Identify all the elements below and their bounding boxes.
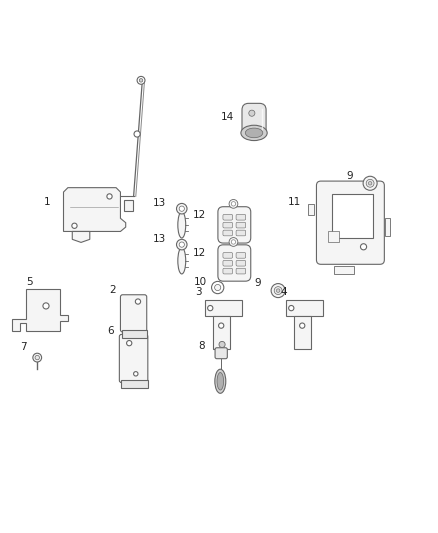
Text: 6: 6	[107, 326, 114, 335]
FancyBboxPatch shape	[316, 181, 385, 264]
Circle shape	[35, 356, 39, 360]
Text: 4: 4	[280, 287, 287, 297]
FancyBboxPatch shape	[218, 207, 251, 243]
Circle shape	[271, 284, 285, 297]
Circle shape	[366, 179, 374, 187]
Circle shape	[219, 342, 225, 348]
Text: 13: 13	[153, 198, 166, 208]
Circle shape	[127, 341, 132, 346]
Circle shape	[360, 244, 367, 250]
Ellipse shape	[245, 128, 263, 138]
Bar	[308, 204, 314, 215]
FancyBboxPatch shape	[215, 348, 227, 359]
Bar	[334, 265, 354, 273]
Text: 10: 10	[194, 277, 207, 287]
Circle shape	[231, 201, 236, 206]
FancyBboxPatch shape	[223, 230, 233, 236]
Circle shape	[249, 110, 255, 116]
FancyBboxPatch shape	[218, 245, 251, 281]
Text: 7: 7	[20, 342, 26, 352]
Text: 2: 2	[110, 285, 116, 295]
Ellipse shape	[215, 369, 226, 393]
Circle shape	[139, 78, 143, 82]
Text: 9: 9	[254, 278, 261, 288]
Text: 14: 14	[221, 112, 234, 122]
Bar	[205, 300, 242, 317]
FancyBboxPatch shape	[119, 334, 148, 383]
FancyBboxPatch shape	[236, 230, 246, 236]
Circle shape	[177, 239, 187, 250]
Ellipse shape	[178, 212, 186, 238]
Circle shape	[231, 240, 236, 244]
Text: 12: 12	[193, 211, 206, 220]
FancyBboxPatch shape	[236, 268, 246, 274]
Circle shape	[135, 299, 141, 304]
Circle shape	[33, 353, 42, 362]
Ellipse shape	[241, 125, 267, 141]
FancyBboxPatch shape	[223, 222, 233, 228]
Bar	[328, 231, 339, 242]
Text: 3: 3	[195, 287, 201, 297]
Text: 5: 5	[26, 277, 33, 287]
FancyBboxPatch shape	[223, 260, 233, 266]
Circle shape	[179, 242, 184, 247]
Circle shape	[229, 238, 238, 246]
PathPatch shape	[64, 188, 126, 243]
Circle shape	[134, 131, 140, 137]
Circle shape	[300, 323, 305, 328]
Circle shape	[363, 176, 377, 190]
Circle shape	[274, 287, 282, 295]
Circle shape	[276, 289, 280, 292]
Circle shape	[134, 372, 138, 376]
Text: 11: 11	[288, 197, 301, 207]
Bar	[124, 200, 133, 211]
FancyBboxPatch shape	[236, 222, 246, 228]
Bar	[286, 300, 323, 317]
Circle shape	[289, 305, 294, 311]
Bar	[122, 330, 146, 338]
Circle shape	[43, 303, 49, 309]
Circle shape	[215, 285, 221, 290]
Circle shape	[212, 281, 224, 294]
Ellipse shape	[217, 373, 223, 390]
Bar	[385, 219, 391, 236]
Circle shape	[229, 199, 238, 208]
Circle shape	[179, 206, 184, 211]
FancyBboxPatch shape	[223, 253, 233, 258]
Text: 1: 1	[44, 197, 50, 207]
Circle shape	[368, 182, 372, 185]
Text: 9: 9	[346, 171, 353, 181]
Text: 12: 12	[193, 248, 206, 259]
Circle shape	[72, 223, 77, 229]
FancyBboxPatch shape	[236, 253, 246, 258]
FancyBboxPatch shape	[242, 103, 266, 136]
Text: 13: 13	[153, 234, 166, 244]
FancyBboxPatch shape	[120, 295, 147, 332]
Ellipse shape	[178, 248, 186, 274]
Bar	[213, 316, 230, 349]
FancyBboxPatch shape	[223, 214, 233, 220]
Bar	[294, 316, 311, 349]
Circle shape	[177, 204, 187, 214]
Circle shape	[107, 194, 112, 199]
FancyBboxPatch shape	[223, 268, 233, 274]
Circle shape	[208, 305, 213, 311]
Circle shape	[137, 76, 145, 84]
Bar	[121, 380, 148, 388]
FancyBboxPatch shape	[236, 260, 246, 266]
Circle shape	[219, 323, 224, 328]
PathPatch shape	[12, 289, 68, 332]
FancyBboxPatch shape	[236, 214, 246, 220]
Bar	[332, 194, 373, 238]
Text: 8: 8	[198, 341, 205, 351]
